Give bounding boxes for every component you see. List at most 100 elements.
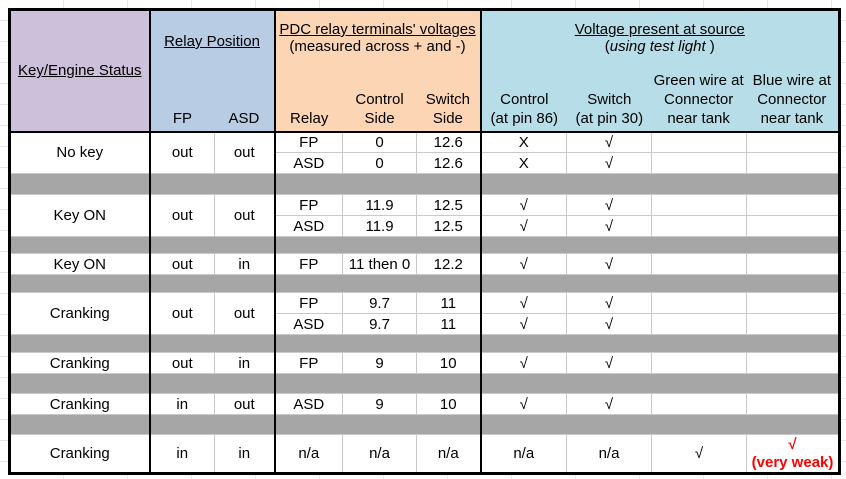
cell-green-wire[interactable]	[651, 152, 748, 174]
header-relay-position[interactable]: Relay Position FP ASD	[148, 9, 275, 133]
cell-switch-side[interactable]: 12.5	[416, 215, 482, 237]
cell-src-control[interactable]: √	[479, 292, 568, 314]
cell-status[interactable]: Cranking	[9, 352, 150, 374]
cell-src-control[interactable]: √	[479, 253, 568, 275]
cell-blue-wire[interactable]	[746, 215, 841, 237]
cell-relay[interactable]: ASD	[273, 152, 344, 174]
cell-control-side[interactable]: 0	[342, 131, 418, 153]
cell-blue-wire[interactable]	[746, 313, 841, 335]
separator-row	[9, 414, 841, 435]
cell-control-side[interactable]: 9.7	[342, 292, 418, 314]
cell-asd-position[interactable]: in	[213, 434, 276, 474]
cell-switch-side[interactable]: n/a	[416, 434, 482, 474]
cell-switch-side[interactable]: 11	[416, 313, 482, 335]
cell-asd-position[interactable]: out	[213, 292, 276, 335]
cell-fp-position[interactable]: out	[148, 194, 215, 237]
cell-relay[interactable]: FP	[273, 253, 344, 275]
cell-fp-position[interactable]: in	[148, 393, 215, 415]
cell-src-switch[interactable]: √	[566, 292, 653, 314]
cell-control-side[interactable]: 11 then 0	[342, 253, 418, 275]
cell-control-side[interactable]: n/a	[342, 434, 418, 474]
cell-switch-side[interactable]: 12.6	[416, 131, 482, 153]
cell-switch-side[interactable]: 12.5	[416, 194, 482, 216]
cell-control-side[interactable]: 0	[342, 152, 418, 174]
cell-switch-side[interactable]: 10	[416, 393, 482, 415]
cell-switch-side[interactable]: 12.2	[416, 253, 482, 275]
cell-src-switch[interactable]: √	[566, 253, 653, 275]
cell-blue-wire[interactable]	[746, 352, 841, 374]
cell-blue-wire[interactable]	[746, 152, 841, 174]
separator-row	[9, 274, 841, 293]
cell-asd-position[interactable]: in	[213, 352, 276, 374]
cell-blue-wire[interactable]	[746, 253, 841, 275]
subheader-blue-wire: Blue wire at Connector near tank	[752, 71, 832, 127]
cell-green-wire[interactable]	[651, 393, 748, 415]
cell-green-wire[interactable]	[651, 253, 748, 275]
cell-src-control[interactable]: √	[479, 313, 568, 335]
cell-blue-wire[interactable]	[746, 131, 841, 153]
cell-relay[interactable]: FP	[273, 194, 344, 216]
cell-blue-wire[interactable]	[746, 292, 841, 314]
cell-control-side[interactable]: 11.9	[342, 215, 418, 237]
cell-switch-side[interactable]: 10	[416, 352, 482, 374]
cell-fp-position[interactable]: out	[148, 131, 215, 174]
cell-relay[interactable]: FP	[273, 292, 344, 314]
cell-asd-position[interactable]: out	[213, 194, 276, 237]
cell-relay[interactable]: ASD	[273, 313, 344, 335]
cell-src-switch[interactable]: √	[566, 215, 653, 237]
cell-src-control[interactable]: √	[479, 215, 568, 237]
cell-src-control[interactable]: n/a	[479, 434, 568, 474]
cell-fp-position[interactable]: out	[148, 292, 215, 335]
cell-green-wire[interactable]	[651, 352, 748, 374]
cell-src-control[interactable]: X	[479, 152, 568, 174]
cell-asd-position[interactable]: out	[213, 393, 276, 415]
header-voltage-at-source[interactable]: Voltage present at source (using test li…	[479, 9, 840, 133]
cell-relay[interactable]: FP	[273, 131, 344, 153]
cell-green-wire[interactable]: √	[651, 434, 748, 474]
header-pdc-voltages[interactable]: PDC relay terminals' voltages (measured …	[273, 9, 481, 133]
cell-control-side[interactable]: 9	[342, 393, 418, 415]
cell-control-side[interactable]: 11.9	[342, 194, 418, 216]
cell-src-switch[interactable]: √	[566, 352, 653, 374]
cell-relay[interactable]: n/a	[273, 434, 344, 474]
cell-status[interactable]: Key ON	[9, 194, 150, 237]
cell-relay[interactable]: FP	[273, 352, 344, 374]
cell-green-wire[interactable]	[651, 292, 748, 314]
cell-green-wire[interactable]	[651, 313, 748, 335]
cell-switch-side[interactable]: 11	[416, 292, 482, 314]
cell-status[interactable]: Cranking	[9, 434, 150, 474]
cell-status[interactable]: Key ON	[9, 253, 150, 275]
table-row: Cranking out out FP 9.7 11 √ √	[9, 292, 841, 335]
cell-status[interactable]: Cranking	[9, 292, 150, 335]
cell-control-side[interactable]: 9	[342, 352, 418, 374]
cell-fp-position[interactable]: in	[148, 434, 215, 474]
cell-blue-wire[interactable]	[746, 194, 841, 216]
cell-green-wire[interactable]	[651, 194, 748, 216]
cell-src-switch[interactable]: n/a	[566, 434, 653, 474]
cell-src-switch[interactable]: √	[566, 152, 653, 174]
cell-fp-position[interactable]: out	[148, 352, 215, 374]
cell-asd-position[interactable]: in	[213, 253, 276, 275]
cell-control-side[interactable]: 9.7	[342, 313, 418, 335]
cell-fp-position[interactable]: out	[148, 253, 215, 275]
cell-blue-wire[interactable]	[746, 393, 841, 415]
cell-switch-side[interactable]: 12.6	[416, 152, 482, 174]
cell-src-switch[interactable]: √	[566, 194, 653, 216]
cell-src-switch[interactable]: √	[566, 313, 653, 335]
cell-green-wire[interactable]	[651, 131, 748, 153]
separator-row	[9, 334, 841, 353]
cell-src-control[interactable]: √	[479, 393, 568, 415]
cell-status[interactable]: No key	[9, 131, 150, 174]
cell-src-control[interactable]: √	[479, 352, 568, 374]
cell-green-wire[interactable]	[651, 215, 748, 237]
cell-relay[interactable]: ASD	[273, 393, 344, 415]
cell-blue-wire-weak[interactable]: √ (very weak)	[746, 434, 841, 474]
cell-relay[interactable]: ASD	[273, 215, 344, 237]
cell-src-switch[interactable]: √	[566, 393, 653, 415]
cell-status[interactable]: Cranking	[9, 393, 150, 415]
header-key-engine-status[interactable]: Key/Engine Status	[9, 9, 150, 133]
cell-src-control[interactable]: √	[479, 194, 568, 216]
cell-asd-position[interactable]: out	[213, 131, 276, 174]
cell-src-switch[interactable]: √	[566, 131, 653, 153]
cell-src-control[interactable]: X	[479, 131, 568, 153]
